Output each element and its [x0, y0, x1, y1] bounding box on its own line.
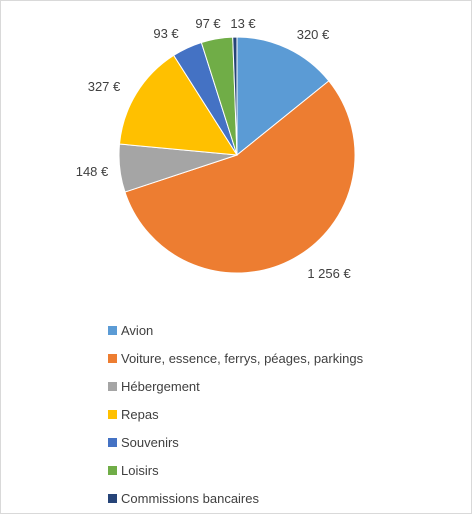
legend-label-hebergement: Hébergement [121, 378, 200, 394]
legend-swatch-commissions [108, 493, 117, 503]
legend-label-souvenirs: Souvenirs [121, 434, 179, 450]
legend-label-voiture: Voiture, essence, ferrys, péages, parkin… [121, 350, 364, 366]
legend-item-avion: Avion [108, 316, 363, 344]
legend-swatch-repas [108, 409, 117, 419]
data-labels: 320 € 1 256 € 148 € 327 € 93 € 97 € 13 € [76, 16, 352, 281]
legend-label-commissions: Commissions bancaires [121, 490, 259, 506]
legend-swatch-loisirs [108, 465, 117, 475]
pie-slice-voiture [124, 80, 356, 274]
data-label-repas: 327 € [88, 79, 121, 94]
legend-label-loisirs: Loisirs [121, 462, 159, 478]
legend-item-hebergement: Hébergement [108, 372, 363, 400]
data-label-hebergement: 148 € [76, 164, 109, 179]
legend-swatch-avion [108, 325, 117, 335]
data-label-avion: 320 € [297, 27, 330, 42]
pie-slice-repas [118, 54, 238, 156]
data-label-loisirs: 97 € [195, 16, 221, 31]
legend-item-repas: Repas [108, 400, 363, 428]
data-label-souvenirs: 93 € [153, 26, 179, 41]
data-label-commissions: 13 € [230, 16, 256, 31]
legend-item-souvenirs: Souvenirs [108, 428, 363, 456]
legend-item-loisirs: Loisirs [108, 456, 363, 484]
pie-slice-commissions [232, 36, 238, 156]
legend: Avion Voiture, essence, ferrys, péages, … [108, 316, 363, 512]
legend-swatch-souvenirs [108, 437, 117, 447]
pie-slices [118, 36, 356, 274]
pie-slice-avion [236, 36, 330, 157]
legend-label-repas: Repas [121, 406, 159, 422]
data-label-voiture: 1 256 € [307, 266, 351, 281]
legend-item-commissions: Commissions bancaires [108, 484, 363, 512]
legend-swatch-voiture [108, 353, 117, 363]
legend-swatch-hebergement [108, 381, 117, 391]
legend-item-voiture: Voiture, essence, ferrys, péages, parkin… [108, 344, 363, 372]
legend-label-avion: Avion [121, 322, 154, 338]
